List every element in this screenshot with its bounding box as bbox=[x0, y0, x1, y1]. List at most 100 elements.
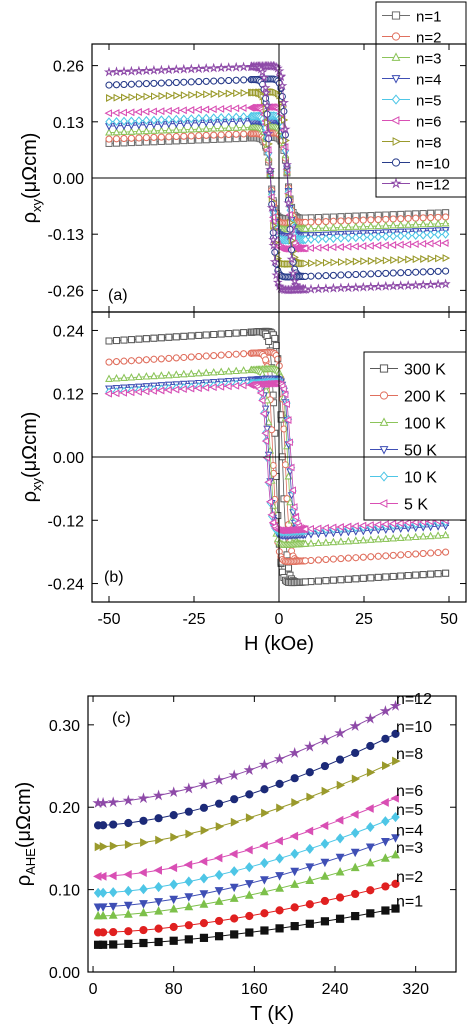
data-point bbox=[240, 329, 248, 337]
data-point bbox=[202, 131, 210, 139]
data-point bbox=[269, 461, 277, 469]
data-point bbox=[441, 219, 450, 227]
data-point bbox=[425, 279, 436, 289]
data-point bbox=[285, 564, 293, 572]
data-point bbox=[122, 794, 134, 806]
data-point bbox=[288, 268, 299, 278]
data-point bbox=[187, 132, 195, 140]
data-point bbox=[313, 283, 324, 294]
data-point bbox=[150, 371, 158, 380]
data-point bbox=[290, 774, 299, 783]
data-point bbox=[330, 258, 338, 267]
data-point bbox=[108, 871, 117, 881]
data-point bbox=[350, 827, 360, 838]
legend-label: n=6 bbox=[416, 114, 441, 131]
data-point bbox=[150, 133, 158, 141]
data-point bbox=[104, 66, 114, 77]
data-point bbox=[262, 100, 273, 111]
data-point bbox=[171, 106, 180, 115]
data-point bbox=[184, 901, 194, 911]
data-point bbox=[232, 350, 240, 358]
y-tick-label: 0.00 bbox=[53, 450, 84, 467]
data-point bbox=[167, 786, 180, 798]
data-point bbox=[169, 936, 178, 945]
data-point bbox=[259, 409, 267, 418]
data-point bbox=[434, 230, 442, 239]
panel-c-label: (c) bbox=[112, 710, 131, 727]
data-point bbox=[240, 89, 248, 97]
data-point bbox=[375, 256, 383, 265]
series-n2 bbox=[93, 879, 400, 937]
data-point bbox=[124, 927, 133, 936]
data-point bbox=[230, 817, 240, 827]
data-point bbox=[214, 853, 223, 863]
series-label: n=1 bbox=[396, 894, 423, 911]
data-point bbox=[97, 796, 109, 808]
data-point bbox=[404, 231, 412, 241]
data-point bbox=[366, 535, 375, 543]
data-point bbox=[256, 389, 264, 397]
panel-c-xlabel: T (K) bbox=[250, 1003, 294, 1025]
data-point bbox=[218, 89, 226, 98]
data-point bbox=[240, 350, 248, 358]
data-point bbox=[105, 135, 113, 143]
data-point bbox=[434, 570, 442, 578]
panel-c: n=12n=10n=8n=6n=5n=4n=3n=2n=1 0.000.100.… bbox=[13, 691, 457, 1025]
data-point bbox=[351, 536, 360, 544]
data-point bbox=[259, 841, 268, 850]
data-point bbox=[245, 862, 254, 873]
data-point bbox=[307, 272, 315, 280]
data-point bbox=[286, 498, 294, 506]
data-point bbox=[148, 65, 159, 75]
panel-b-ylabel-unit: (μΩcm) bbox=[19, 412, 41, 478]
data-point bbox=[426, 531, 435, 540]
data-point bbox=[359, 233, 367, 242]
data-point bbox=[105, 337, 113, 345]
data-point bbox=[169, 811, 178, 820]
data-point bbox=[98, 910, 108, 920]
series-line bbox=[98, 908, 396, 946]
data-point bbox=[319, 734, 331, 745]
data-point bbox=[350, 848, 360, 858]
data-point bbox=[434, 267, 442, 275]
data-point bbox=[224, 104, 232, 113]
data-point bbox=[210, 90, 219, 98]
legend-entry: n=6 bbox=[382, 114, 441, 131]
data-point bbox=[343, 282, 354, 293]
data-point bbox=[274, 355, 282, 363]
data-point bbox=[307, 556, 315, 564]
data-point bbox=[142, 372, 151, 380]
legend-entry: 5 K bbox=[370, 497, 428, 514]
series-n10 bbox=[93, 729, 400, 830]
data-point bbox=[154, 924, 163, 933]
y-tick-label: -0.26 bbox=[48, 283, 85, 300]
series-line bbox=[98, 733, 396, 826]
series-line bbox=[98, 797, 396, 877]
data-point bbox=[329, 576, 337, 584]
y-tick-label: 0.00 bbox=[49, 965, 80, 982]
data-point bbox=[266, 202, 277, 212]
x-tick-label: 80 bbox=[165, 981, 183, 998]
data-point bbox=[225, 76, 233, 84]
data-point bbox=[169, 879, 178, 890]
data-point bbox=[351, 889, 360, 899]
data-point bbox=[275, 853, 284, 864]
legend-marker bbox=[379, 446, 389, 455]
data-point bbox=[232, 112, 240, 122]
data-point bbox=[351, 748, 360, 758]
data-point bbox=[245, 911, 254, 921]
data-point bbox=[322, 577, 330, 585]
y-tick-label: -0.13 bbox=[48, 227, 85, 244]
series-300K bbox=[105, 327, 450, 587]
data-point bbox=[381, 534, 390, 542]
panel-a-label: (a) bbox=[108, 287, 128, 304]
data-point bbox=[195, 78, 203, 86]
data-point bbox=[290, 848, 299, 859]
data-point bbox=[434, 549, 442, 557]
data-point bbox=[120, 357, 128, 365]
data-point bbox=[225, 131, 233, 139]
data-point bbox=[358, 521, 367, 530]
data-point bbox=[419, 571, 427, 579]
data-point bbox=[136, 93, 144, 101]
data-point bbox=[179, 106, 187, 115]
